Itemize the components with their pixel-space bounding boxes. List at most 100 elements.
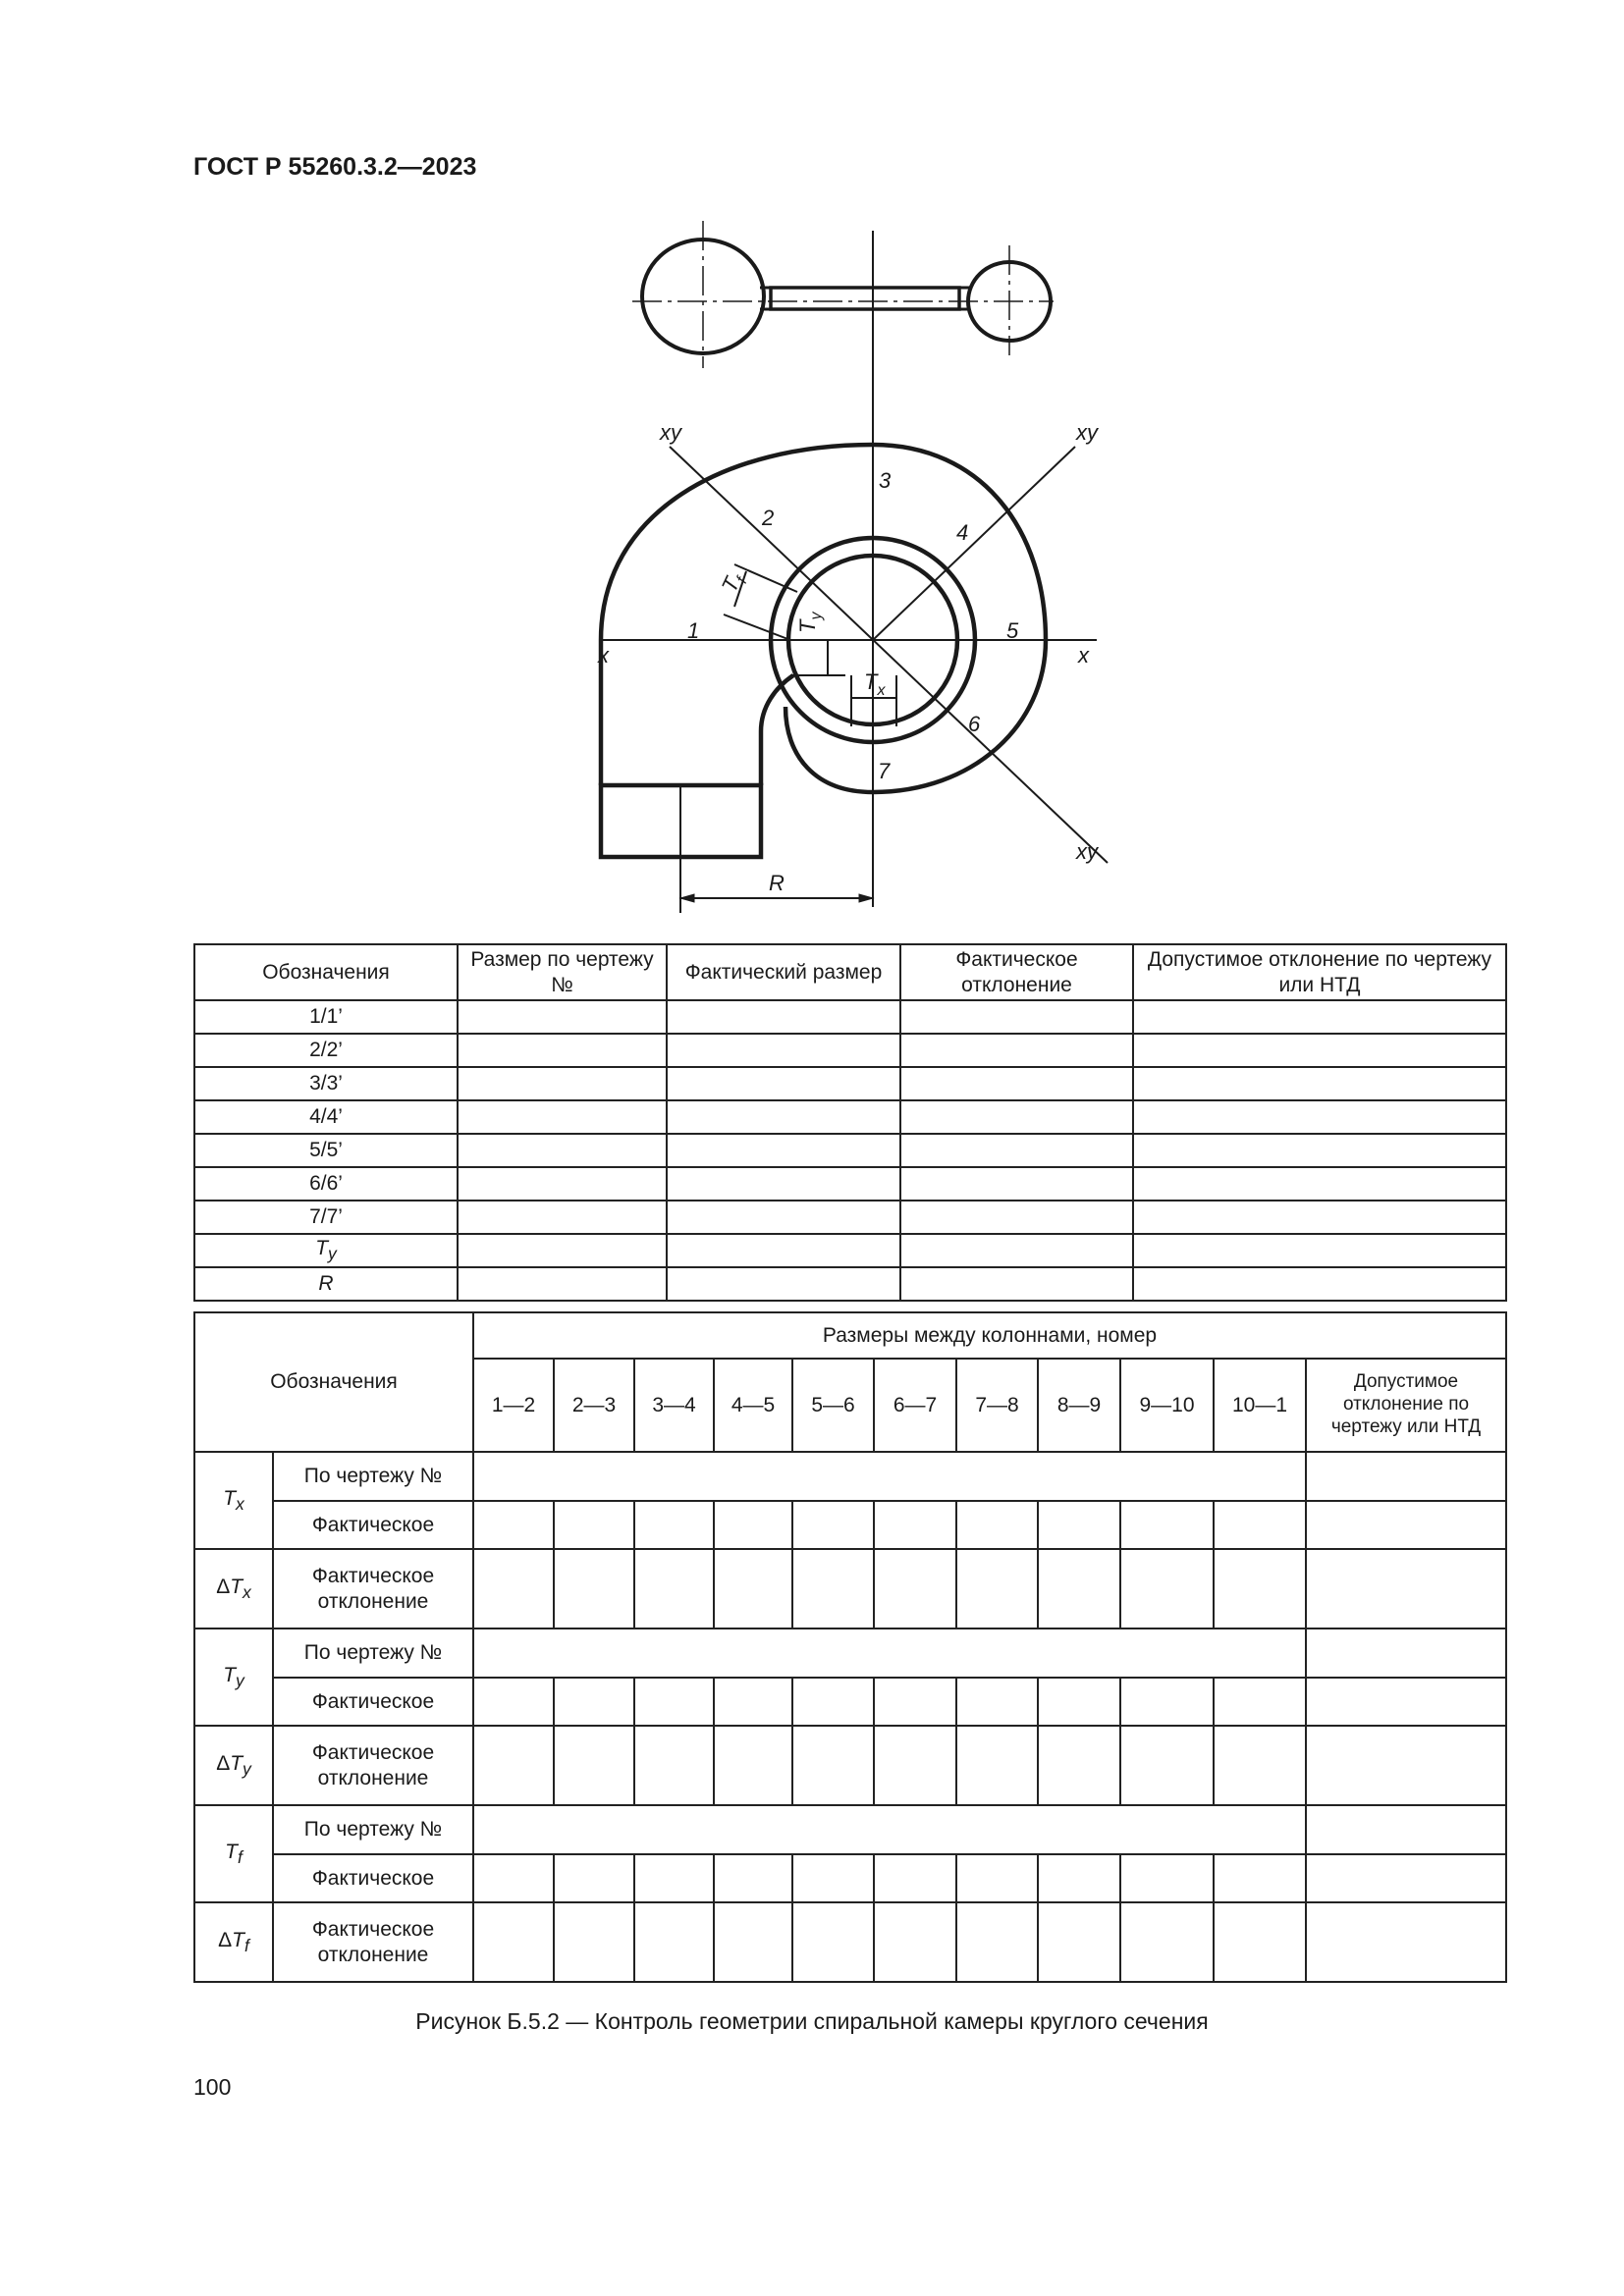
input-cell[interactable] [873, 1725, 958, 1806]
input-cell[interactable] [791, 1677, 876, 1727]
input-cell[interactable] [791, 1548, 876, 1629]
input-cell[interactable] [666, 1033, 901, 1068]
input-cell[interactable] [666, 1133, 901, 1168]
input-cell[interactable] [457, 1266, 668, 1302]
input-cell[interactable] [1213, 1853, 1308, 1903]
input-cell[interactable] [791, 1853, 876, 1903]
input-cell[interactable] [457, 1033, 668, 1068]
input-cell[interactable] [553, 1500, 636, 1550]
input-cell[interactable] [472, 1853, 556, 1903]
input-cell[interactable] [553, 1901, 636, 1983]
input-cell[interactable] [472, 1804, 1308, 1855]
input-cell[interactable] [1119, 1548, 1216, 1629]
input-cell[interactable] [1132, 1166, 1507, 1201]
input-cell[interactable] [873, 1677, 958, 1727]
input-cell[interactable] [1305, 1901, 1507, 1983]
input-cell[interactable] [713, 1725, 794, 1806]
input-cell[interactable] [1305, 1853, 1507, 1903]
input-cell[interactable] [472, 1677, 556, 1727]
input-cell[interactable] [955, 1548, 1040, 1629]
input-cell[interactable] [713, 1548, 794, 1629]
input-cell[interactable] [873, 1853, 958, 1903]
input-cell[interactable] [1305, 1804, 1507, 1855]
input-cell[interactable] [633, 1500, 716, 1550]
input-cell[interactable] [899, 1099, 1134, 1135]
input-cell[interactable] [1305, 1725, 1507, 1806]
input-cell[interactable] [955, 1901, 1040, 1983]
input-cell[interactable] [1132, 1099, 1507, 1135]
input-cell[interactable] [873, 1548, 958, 1629]
input-cell[interactable] [553, 1677, 636, 1727]
input-cell[interactable] [553, 1853, 636, 1903]
input-cell[interactable] [633, 1677, 716, 1727]
input-cell[interactable] [1213, 1548, 1308, 1629]
input-cell[interactable] [1132, 1066, 1507, 1101]
input-cell[interactable] [1037, 1548, 1122, 1629]
input-cell[interactable] [1305, 1451, 1507, 1502]
input-cell[interactable] [1119, 1725, 1216, 1806]
input-cell[interactable] [472, 1451, 1308, 1502]
input-cell[interactable] [1305, 1548, 1507, 1629]
input-cell[interactable] [713, 1901, 794, 1983]
input-cell[interactable] [1305, 1677, 1507, 1727]
input-cell[interactable] [666, 1233, 901, 1268]
input-cell[interactable] [1132, 1266, 1507, 1302]
input-cell[interactable] [791, 1500, 876, 1550]
input-cell[interactable] [1037, 1853, 1122, 1903]
input-cell[interactable] [553, 1548, 636, 1629]
input-cell[interactable] [1132, 1033, 1507, 1068]
input-cell[interactable] [1119, 1677, 1216, 1727]
input-cell[interactable] [1119, 1500, 1216, 1550]
input-cell[interactable] [713, 1677, 794, 1727]
input-cell[interactable] [899, 1133, 1134, 1168]
input-cell[interactable] [1132, 1133, 1507, 1168]
input-cell[interactable] [955, 1853, 1040, 1903]
input-cell[interactable] [955, 1677, 1040, 1727]
input-cell[interactable] [472, 1500, 556, 1550]
input-cell[interactable] [1037, 1901, 1122, 1983]
input-cell[interactable] [1213, 1725, 1308, 1806]
input-cell[interactable] [472, 1725, 556, 1806]
input-cell[interactable] [713, 1500, 794, 1550]
input-cell[interactable] [899, 1266, 1134, 1302]
input-cell[interactable] [1305, 1500, 1507, 1550]
input-cell[interactable] [873, 1901, 958, 1983]
input-cell[interactable] [1119, 1853, 1216, 1903]
input-cell[interactable] [1037, 1500, 1122, 1550]
input-cell[interactable] [1305, 1628, 1507, 1679]
input-cell[interactable] [873, 1500, 958, 1550]
input-cell[interactable] [633, 1853, 716, 1903]
input-cell[interactable] [1037, 1725, 1122, 1806]
input-cell[interactable] [1132, 1200, 1507, 1235]
input-cell[interactable] [666, 999, 901, 1035]
input-cell[interactable] [955, 1500, 1040, 1550]
input-cell[interactable] [899, 999, 1134, 1035]
input-cell[interactable] [666, 1066, 901, 1101]
input-cell[interactable] [666, 1099, 901, 1135]
input-cell[interactable] [1132, 1233, 1507, 1268]
input-cell[interactable] [1119, 1901, 1216, 1983]
input-cell[interactable] [899, 1233, 1134, 1268]
input-cell[interactable] [1213, 1901, 1308, 1983]
input-cell[interactable] [457, 1099, 668, 1135]
input-cell[interactable] [457, 1233, 668, 1268]
input-cell[interactable] [472, 1628, 1308, 1679]
input-cell[interactable] [899, 1066, 1134, 1101]
input-cell[interactable] [666, 1200, 901, 1235]
input-cell[interactable] [1037, 1677, 1122, 1727]
input-cell[interactable] [472, 1901, 556, 1983]
input-cell[interactable] [633, 1548, 716, 1629]
input-cell[interactable] [457, 1166, 668, 1201]
input-cell[interactable] [791, 1901, 876, 1983]
input-cell[interactable] [457, 1133, 668, 1168]
input-cell[interactable] [791, 1725, 876, 1806]
input-cell[interactable] [457, 1066, 668, 1101]
input-cell[interactable] [457, 1200, 668, 1235]
input-cell[interactable] [666, 1266, 901, 1302]
input-cell[interactable] [633, 1725, 716, 1806]
input-cell[interactable] [899, 1033, 1134, 1068]
input-cell[interactable] [1132, 999, 1507, 1035]
input-cell[interactable] [955, 1725, 1040, 1806]
input-cell[interactable] [1213, 1677, 1308, 1727]
input-cell[interactable] [713, 1853, 794, 1903]
